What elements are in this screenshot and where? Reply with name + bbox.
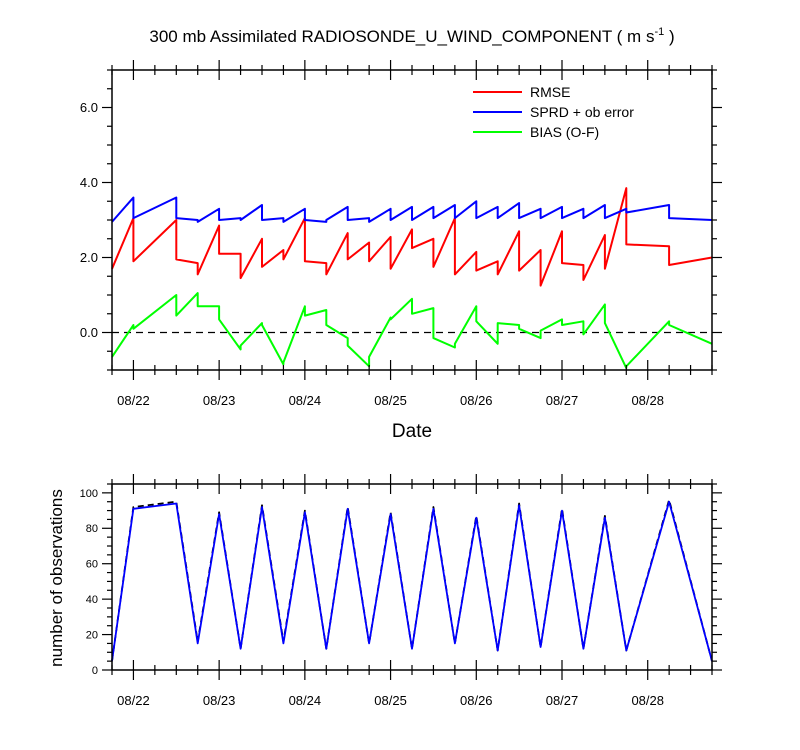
top-x-tick-label: 08/28 (631, 393, 664, 408)
top-axis-ticks (102, 60, 722, 380)
series-line-bias-o-f (111, 292, 713, 370)
top-x-tick-label: 08/24 (289, 393, 322, 408)
top-y-tick-labels: 0.0 2.0 4.0 6.0 (80, 100, 98, 340)
legend-bias-label: BIAS (O-F) (530, 124, 599, 140)
bot-y-tick-label: 100 (80, 488, 98, 500)
bot-x-tick-label: 08/23 (203, 693, 236, 708)
top-y-tick-label: 4.0 (80, 175, 98, 190)
top-x-tick-label: 08/26 (460, 393, 493, 408)
x-axis-label: Date (392, 421, 432, 442)
top-x-tick-label: 08/27 (546, 393, 579, 408)
top-y-tick-label: 6.0 (80, 100, 98, 115)
series-line-rmse (111, 187, 713, 287)
bot-y-tick-label: 40 (86, 594, 98, 606)
bottom-y-tick-labels: 0 20 40 60 80 100 (80, 488, 98, 677)
top-y-tick-label: 0.0 (80, 325, 98, 340)
top-x-tick-labels: 08/22 08/23 08/24 08/25 08/26 08/27 08/28 (117, 393, 664, 408)
legend-rmse-label: RMSE (530, 84, 570, 100)
bot-x-tick-label: 08/22 (117, 693, 150, 708)
top-series-group (111, 187, 713, 370)
top-x-tick-label: 08/25 (374, 393, 407, 408)
top-plot-frame (111, 69, 713, 371)
chart-title: 300 mb Assimilated RADIOSONDE_U_WIND_COM… (149, 26, 674, 46)
top-y-tick-label: 2.0 (80, 250, 98, 265)
series-line-sprd-ob-error (111, 196, 713, 223)
bottom-axis-ticks (102, 474, 722, 680)
series-line-observations-used (111, 500, 713, 662)
bot-y-tick-label: 80 (86, 523, 98, 535)
legend: RMSE SPRD + ob error BIAS (O-F) (473, 84, 634, 140)
bottom-series-group (111, 498, 713, 662)
bot-y-tick-label: 20 (86, 630, 98, 642)
top-x-tick-label: 08/22 (117, 393, 150, 408)
bottom-x-tick-labels: 08/22 08/23 08/24 08/25 08/26 08/27 08/28 (117, 693, 664, 708)
legend-sprd-label: SPRD + ob error (530, 104, 634, 120)
bot-y-tick-label: 0 (92, 665, 98, 677)
bottom-plot-frame (111, 483, 713, 671)
bot-x-tick-label: 08/24 (289, 693, 322, 708)
y-axis-label-observations: number of observations (47, 489, 66, 667)
bot-y-tick-label: 60 (86, 559, 98, 571)
title-superscript: -1 (654, 26, 664, 38)
bot-x-tick-label: 08/27 (546, 693, 579, 708)
top-x-tick-label: 08/23 (203, 393, 236, 408)
bot-x-tick-label: 08/28 (631, 693, 664, 708)
bot-x-tick-label: 08/25 (374, 693, 407, 708)
bot-x-tick-label: 08/26 (460, 693, 493, 708)
top-chart-panel: 0.02.04.06.0 08/22 08/23 08/24 08/25 08/26 08… (80, 60, 722, 442)
